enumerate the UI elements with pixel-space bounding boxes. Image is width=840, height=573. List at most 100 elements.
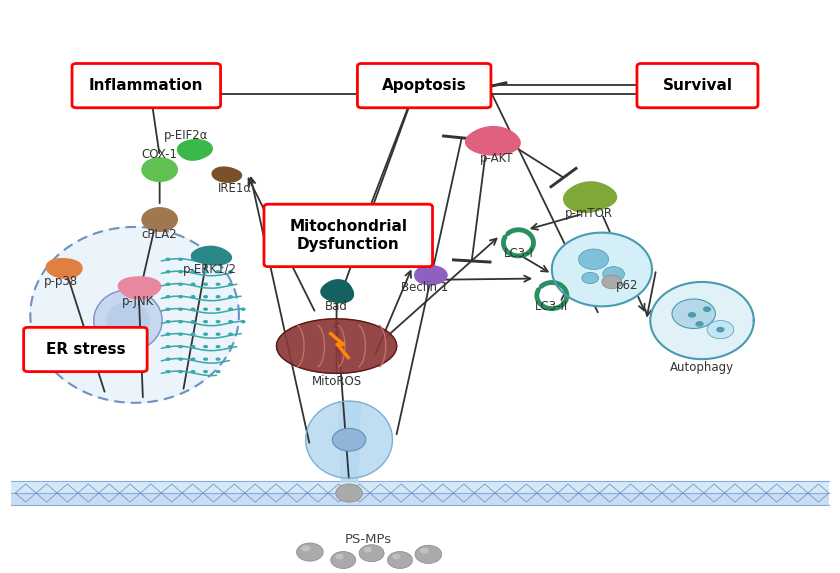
Text: LC3-I: LC3-I — [503, 247, 533, 260]
Circle shape — [165, 332, 171, 336]
Circle shape — [203, 370, 208, 374]
Polygon shape — [415, 266, 447, 285]
Text: LC3-II: LC3-II — [535, 300, 569, 313]
Polygon shape — [30, 227, 239, 403]
FancyBboxPatch shape — [637, 64, 758, 108]
Polygon shape — [564, 182, 617, 213]
Bar — [11, 481, 829, 493]
Circle shape — [420, 548, 428, 554]
Circle shape — [216, 308, 221, 311]
Polygon shape — [46, 258, 82, 278]
Circle shape — [178, 282, 183, 286]
Circle shape — [165, 295, 171, 299]
Circle shape — [707, 320, 734, 339]
FancyBboxPatch shape — [24, 327, 147, 372]
Circle shape — [203, 257, 208, 261]
Text: PS-MPs: PS-MPs — [344, 532, 391, 545]
Text: ER stress: ER stress — [45, 342, 125, 357]
Circle shape — [240, 308, 245, 311]
Circle shape — [216, 332, 221, 336]
Circle shape — [216, 295, 221, 299]
Polygon shape — [192, 246, 232, 265]
Circle shape — [216, 270, 221, 273]
Text: Survival: Survival — [663, 78, 732, 93]
Circle shape — [203, 308, 208, 311]
Circle shape — [336, 484, 362, 502]
Circle shape — [178, 257, 183, 261]
Circle shape — [191, 370, 196, 374]
Text: MitoROS: MitoROS — [312, 375, 361, 388]
Text: Bad: Bad — [325, 300, 348, 313]
FancyBboxPatch shape — [264, 204, 433, 266]
Text: p-p38: p-p38 — [45, 276, 78, 288]
Circle shape — [191, 358, 196, 361]
Circle shape — [335, 554, 344, 559]
Circle shape — [191, 320, 196, 323]
Circle shape — [228, 270, 233, 273]
Circle shape — [240, 320, 245, 323]
Circle shape — [582, 272, 599, 284]
Circle shape — [228, 295, 233, 299]
Circle shape — [191, 332, 196, 336]
Polygon shape — [321, 280, 354, 303]
Circle shape — [165, 308, 171, 311]
Text: p-ERK1/2: p-ERK1/2 — [183, 263, 237, 276]
Circle shape — [415, 545, 442, 563]
Circle shape — [203, 295, 208, 299]
Text: Autophagy: Autophagy — [670, 360, 734, 374]
Circle shape — [191, 257, 196, 261]
Circle shape — [141, 157, 178, 182]
Circle shape — [603, 266, 624, 281]
Circle shape — [191, 282, 196, 286]
Circle shape — [203, 320, 208, 323]
Polygon shape — [650, 282, 753, 359]
Circle shape — [191, 270, 196, 273]
Circle shape — [359, 545, 384, 562]
Circle shape — [228, 308, 233, 311]
Circle shape — [602, 275, 622, 289]
Ellipse shape — [333, 429, 365, 451]
Circle shape — [178, 332, 183, 336]
Circle shape — [203, 332, 208, 336]
Circle shape — [387, 551, 412, 568]
Circle shape — [216, 358, 221, 361]
Circle shape — [141, 207, 178, 232]
Polygon shape — [118, 277, 160, 299]
Text: Inflammation: Inflammation — [89, 78, 203, 93]
Circle shape — [297, 543, 323, 561]
Circle shape — [703, 307, 711, 312]
Polygon shape — [465, 127, 520, 155]
FancyBboxPatch shape — [72, 64, 221, 108]
Circle shape — [228, 345, 233, 348]
Circle shape — [203, 345, 208, 348]
Bar — [11, 493, 829, 505]
Circle shape — [392, 554, 401, 559]
Circle shape — [178, 370, 183, 374]
Text: cPLA2: cPLA2 — [142, 228, 177, 241]
Circle shape — [178, 270, 183, 273]
Circle shape — [178, 308, 183, 311]
FancyBboxPatch shape — [357, 64, 491, 108]
Circle shape — [191, 308, 196, 311]
Circle shape — [228, 320, 233, 323]
Circle shape — [203, 358, 208, 361]
Circle shape — [165, 282, 171, 286]
Text: COX-1: COX-1 — [142, 148, 177, 162]
Circle shape — [191, 295, 196, 299]
Circle shape — [302, 545, 310, 551]
Circle shape — [228, 282, 233, 286]
Circle shape — [696, 321, 704, 327]
Text: IRE1α: IRE1α — [218, 182, 252, 195]
Text: p-JNK: p-JNK — [122, 295, 154, 308]
Circle shape — [672, 299, 716, 328]
Circle shape — [364, 547, 372, 552]
Circle shape — [165, 270, 171, 273]
Circle shape — [216, 370, 221, 374]
Circle shape — [216, 320, 221, 323]
Text: p-mTOR: p-mTOR — [564, 207, 612, 221]
Circle shape — [331, 551, 356, 568]
Circle shape — [717, 327, 725, 332]
Circle shape — [165, 345, 171, 348]
Circle shape — [178, 345, 183, 348]
Circle shape — [203, 282, 208, 286]
